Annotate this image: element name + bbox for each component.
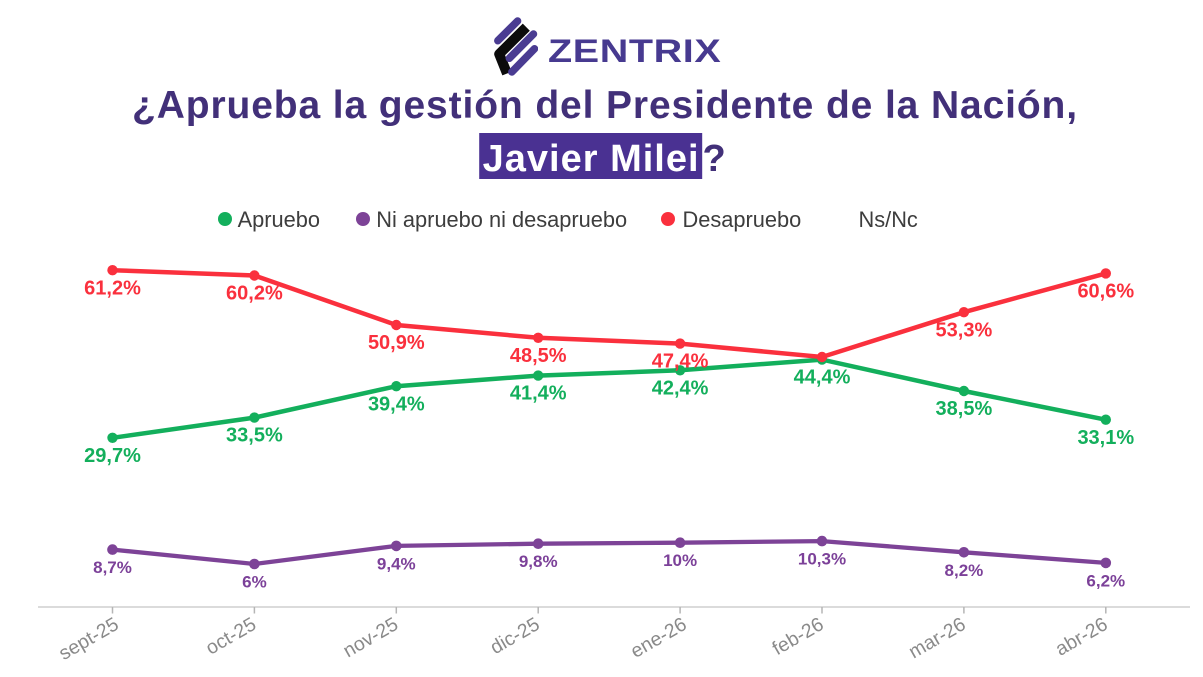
svg-text:39,4%: 39,4% [368, 394, 425, 416]
svg-text:41,4%: 41,4% [510, 383, 567, 405]
svg-text:38,5%: 38,5% [936, 398, 993, 420]
svg-text:nov-25: nov-25 [339, 613, 402, 662]
svg-text:60,6%: 60,6% [1077, 281, 1134, 303]
svg-text:60,2%: 60,2% [226, 283, 283, 305]
svg-text:48,5%: 48,5% [510, 345, 567, 367]
svg-text:33,5%: 33,5% [226, 425, 283, 447]
svg-text:53,3%: 53,3% [936, 320, 993, 342]
svg-text:mar-26: mar-26 [905, 613, 970, 663]
svg-text:50,9%: 50,9% [368, 332, 425, 354]
svg-text:8,7%: 8,7% [93, 558, 132, 577]
svg-text:feb-26: feb-26 [769, 613, 828, 660]
svg-text:8,2%: 8,2% [945, 561, 984, 580]
svg-text:oct-25: oct-25 [202, 613, 260, 659]
svg-text:29,7%: 29,7% [84, 445, 141, 467]
svg-text:42,4%: 42,4% [652, 378, 709, 400]
svg-text:47,4%: 47,4% [652, 351, 709, 373]
svg-text:dic-25: dic-25 [486, 613, 543, 659]
svg-text:ene-26: ene-26 [627, 613, 691, 662]
svg-text:abr-26: abr-26 [1052, 613, 1112, 660]
svg-text:33,1%: 33,1% [1077, 427, 1134, 449]
svg-text:44,4%: 44,4% [794, 367, 851, 389]
svg-text:6,2%: 6,2% [1086, 572, 1125, 591]
svg-text:9,8%: 9,8% [519, 552, 558, 571]
svg-text:sept-25: sept-25 [55, 613, 122, 665]
svg-text:10,3%: 10,3% [798, 550, 846, 569]
svg-text:6%: 6% [242, 573, 267, 592]
svg-text:9,4%: 9,4% [377, 555, 416, 574]
svg-text:61,2%: 61,2% [84, 278, 141, 300]
svg-text:10%: 10% [663, 551, 697, 570]
